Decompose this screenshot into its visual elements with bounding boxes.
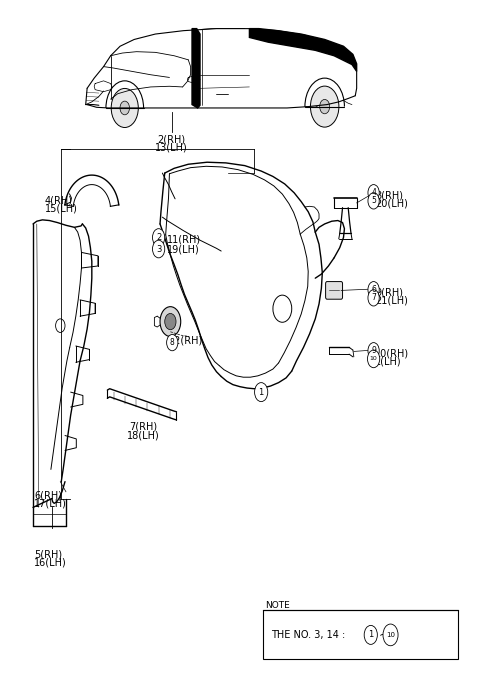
Circle shape	[368, 343, 379, 359]
Circle shape	[368, 282, 379, 298]
Circle shape	[320, 100, 330, 113]
Text: 10(RH): 10(RH)	[375, 348, 409, 358]
Circle shape	[153, 228, 165, 246]
Circle shape	[167, 334, 178, 351]
Text: 15(LH): 15(LH)	[45, 203, 78, 214]
Circle shape	[153, 240, 165, 258]
Text: 6(RH): 6(RH)	[34, 491, 62, 500]
Text: THE NO. 3, 14 :: THE NO. 3, 14 :	[271, 630, 345, 640]
Circle shape	[273, 295, 292, 322]
Polygon shape	[250, 28, 357, 71]
Polygon shape	[192, 28, 200, 108]
Text: 2(RH): 2(RH)	[158, 134, 186, 145]
Text: 11(RH): 11(RH)	[167, 235, 201, 245]
Text: 7(RH): 7(RH)	[130, 422, 157, 432]
Bar	[263, 610, 458, 659]
Text: 5(RH): 5(RH)	[34, 549, 62, 559]
Circle shape	[165, 313, 176, 329]
Text: 6: 6	[371, 285, 376, 294]
Text: 13(LH): 13(LH)	[156, 143, 188, 152]
Circle shape	[368, 185, 379, 201]
Text: 18(LH): 18(LH)	[127, 430, 160, 440]
Text: 7: 7	[371, 293, 376, 302]
Text: 4: 4	[371, 188, 376, 197]
Text: 20(LH): 20(LH)	[375, 198, 408, 208]
Text: 17(LH): 17(LH)	[34, 498, 67, 509]
Text: 8: 8	[170, 338, 175, 347]
Text: 2: 2	[156, 233, 161, 242]
Circle shape	[254, 383, 268, 401]
Circle shape	[311, 86, 339, 127]
Text: 3: 3	[156, 244, 161, 253]
Text: 9: 9	[371, 346, 376, 355]
Text: NOTE: NOTE	[265, 601, 290, 610]
Circle shape	[368, 193, 379, 209]
Text: 21(LH): 21(LH)	[375, 295, 408, 305]
Circle shape	[368, 350, 380, 367]
Circle shape	[364, 626, 377, 644]
Text: 16(LH): 16(LH)	[34, 558, 67, 567]
Text: 10: 10	[370, 356, 377, 361]
Circle shape	[160, 307, 181, 336]
Text: 4(RH): 4(RH)	[45, 195, 73, 206]
Text: ~: ~	[379, 628, 389, 641]
Circle shape	[111, 89, 138, 127]
Text: 8(RH): 8(RH)	[375, 190, 403, 200]
Text: 10: 10	[386, 632, 395, 638]
FancyBboxPatch shape	[325, 282, 343, 299]
Text: 1: 1	[259, 388, 264, 397]
Text: 1: 1	[368, 630, 373, 639]
Text: 19(LH): 19(LH)	[167, 244, 199, 254]
Text: 9(RH): 9(RH)	[375, 287, 403, 297]
Text: 1(LH): 1(LH)	[375, 356, 402, 366]
Circle shape	[120, 101, 130, 115]
Circle shape	[368, 290, 379, 306]
Text: 5: 5	[371, 197, 376, 206]
Circle shape	[56, 319, 65, 332]
Text: 12(RH): 12(RH)	[168, 335, 203, 345]
Circle shape	[383, 624, 398, 646]
